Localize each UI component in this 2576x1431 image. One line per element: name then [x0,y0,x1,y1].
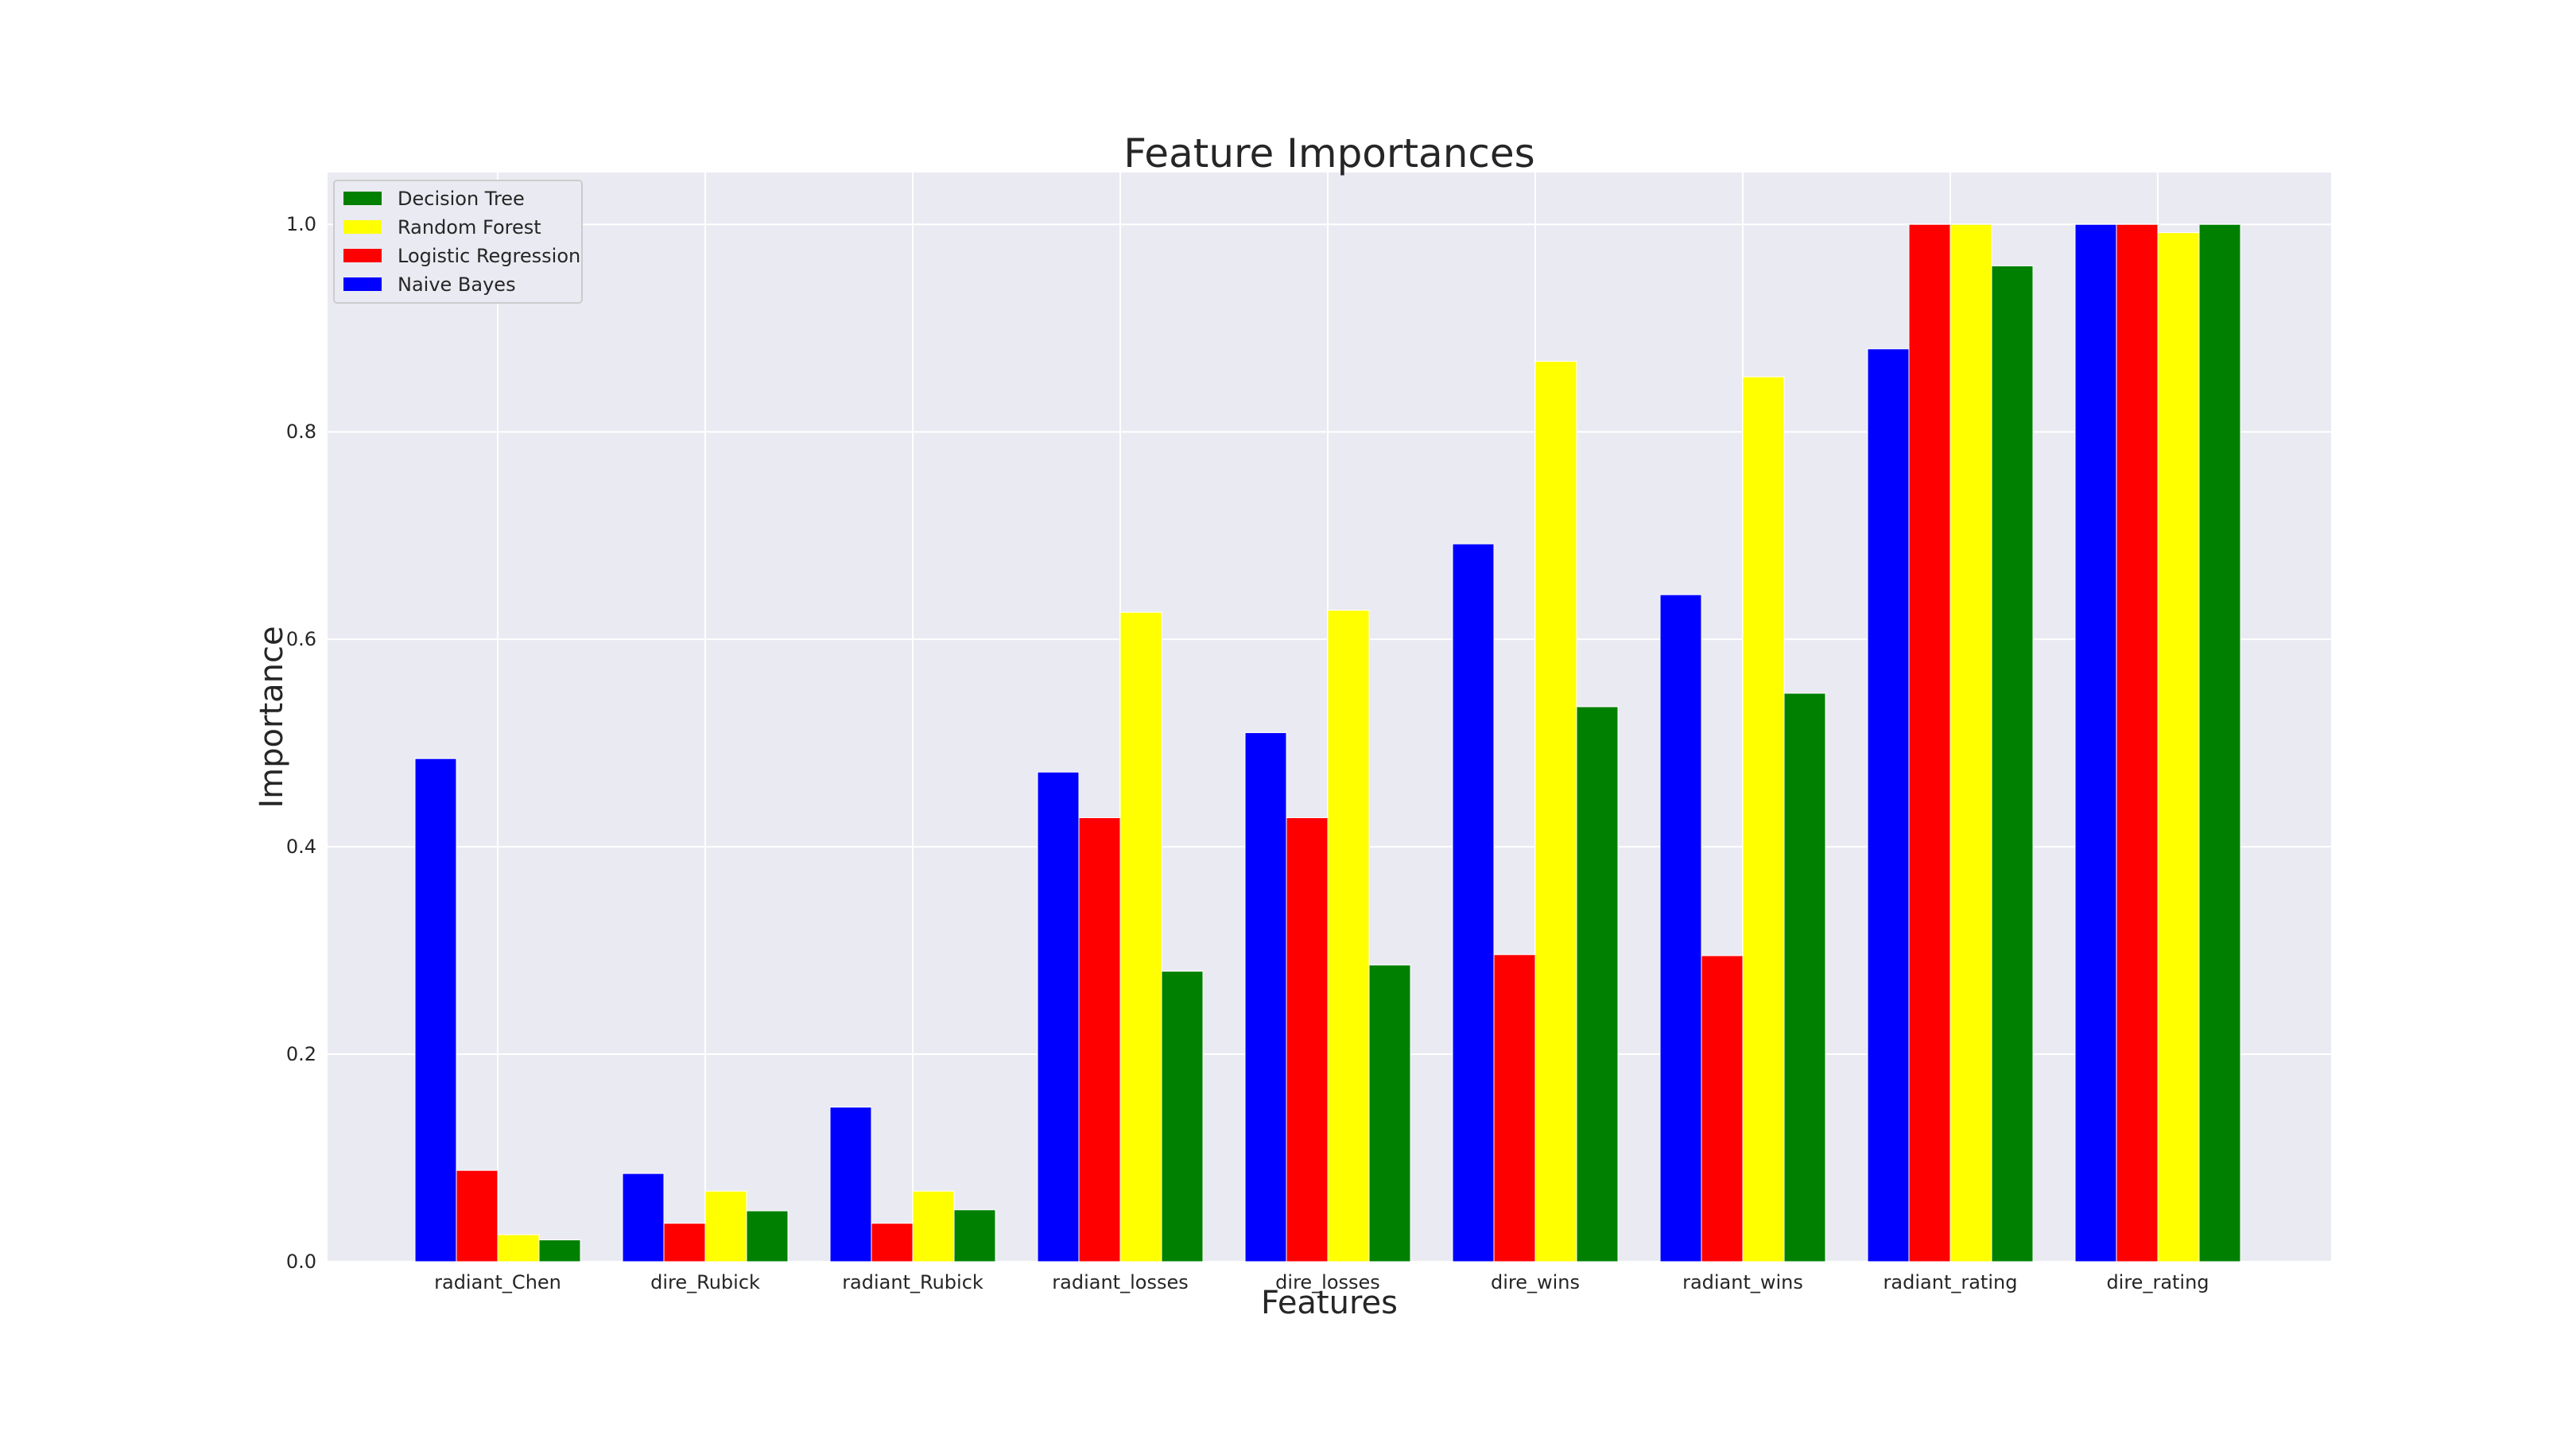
x-tick-label: radiant_losses [1052,1271,1188,1293]
x-tick-label: radiant_Chen [434,1271,561,1293]
bar-random-forest-dire_rubick [704,1190,747,1262]
bar-decision-tree-radiant_wins [1783,692,1826,1262]
bar-logistic-regression-dire_rubick [663,1223,706,1262]
x-tick-label: radiant_wins [1682,1271,1803,1293]
y-axis-label: Importance [254,626,290,808]
bar-random-forest-radiant_rating [1949,223,1992,1262]
legend-label-logistic-regression: Logistic Regression [398,245,580,267]
bar-naive-bayes-radiant_wins [1659,594,1702,1262]
bar-logistic-regression-dire_losses [1286,817,1329,1262]
bar-logistic-regression-radiant_chen [456,1169,499,1262]
bar-decision-tree-dire_wins [1576,706,1619,1262]
y-tick-label: 0.8 [286,421,316,443]
bar-decision-tree-dire_losses [1368,964,1411,1262]
bars [414,223,2241,1262]
bar-naive-bayes-radiant_rating [1867,348,1910,1262]
bar-random-forest-dire_losses [1327,610,1370,1262]
legend: Decision Tree Random Forest Logistic Regre… [333,180,583,304]
bar-logistic-regression-radiant_losses [1078,817,1121,1262]
bar-random-forest-dire_rating [2157,232,2200,1262]
bar-random-forest-radiant_rubick [912,1190,955,1262]
x-tick-label: radiant_rating [1884,1271,2018,1293]
bar-naive-bayes-dire_rating [2074,223,2117,1262]
y-tick-label: 0.2 [286,1043,316,1065]
legend-label-random-forest: Random Forest [398,216,541,238]
bar-decision-tree-dire_rubick [746,1210,789,1262]
bar-random-forest-radiant_chen [497,1234,540,1262]
x-tick-label: dire_losses [1275,1271,1380,1293]
bar-random-forest-radiant_wins [1742,376,1785,1262]
legend-box [333,180,583,304]
x-tick-label: radiant_Rubick [842,1271,983,1293]
bar-decision-tree-dire_rating [2198,223,2241,1262]
chart-title: Feature Importances [1123,130,1534,176]
bar-naive-bayes-radiant_losses [1037,771,1080,1262]
x-tick-label: dire_Rubick [650,1271,760,1293]
x-ticks: radiant_Chen dire_Rubick radiant_Rubick rad… [434,1271,2209,1293]
bar-decision-tree-radiant_losses [1161,971,1204,1262]
bar-naive-bayes-dire_losses [1244,732,1287,1262]
legend-label-naive-bayes: Naive Bayes [398,273,516,296]
legend-swatch-decision-tree [343,192,382,205]
bar-logistic-regression-dire_wins [1493,954,1536,1262]
y-tick-label: 0.0 [286,1251,316,1273]
bar-naive-bayes-dire_wins [1452,543,1495,1262]
legend-swatch-random-forest [343,220,382,234]
bar-logistic-regression-radiant_rating [1908,223,1951,1262]
x-axis-label: Features [1261,1285,1398,1321]
legend-label-decision-tree: Decision Tree [398,188,525,210]
bar-random-forest-radiant_losses [1119,611,1162,1262]
bar-logistic-regression-dire_rating [2116,223,2159,1262]
bar-random-forest-dire_wins [1534,360,1577,1262]
y-tick-label: 0.6 [286,628,316,650]
bar-decision-tree-radiant_rubick [953,1209,996,1262]
legend-swatch-naive-bayes [343,277,382,291]
bar-naive-bayes-radiant_chen [414,758,457,1262]
bar-decision-tree-radiant_rating [1991,265,2034,1262]
bar-decision-tree-radiant_chen [538,1239,581,1262]
bar-logistic-regression-radiant_wins [1701,955,1744,1262]
x-tick-label: dire_rating [2106,1271,2209,1293]
legend-swatch-logistic-regression [343,249,382,262]
y-tick-label: 0.4 [286,836,316,858]
bar-logistic-regression-radiant_rubick [871,1223,914,1262]
x-tick-label: dire_wins [1491,1271,1580,1293]
bar-naive-bayes-radiant_rubick [829,1107,872,1262]
bar-naive-bayes-dire_rubick [622,1173,665,1262]
y-ticks: 0.0 0.2 0.4 0.6 0.8 1.0 [286,213,316,1273]
y-tick-label: 1.0 [286,213,316,235]
